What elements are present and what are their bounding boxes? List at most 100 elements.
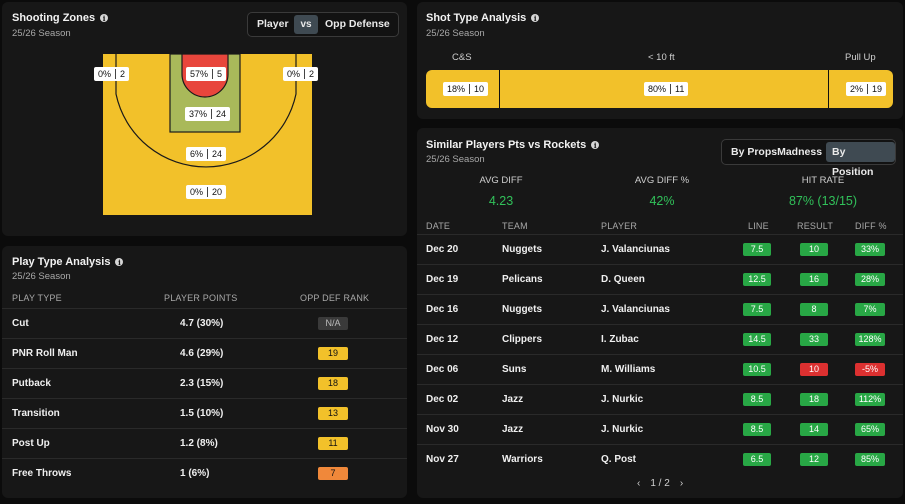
- similar-mode-tabs: By PropsMadness By Position: [721, 139, 896, 178]
- date-cell: Dec 06: [426, 364, 459, 375]
- player-cell[interactable]: J. Nurkic: [601, 394, 644, 405]
- stat-value-avg-diff-pct: 42%: [649, 194, 675, 208]
- play-type-cell: Post Up: [12, 438, 50, 449]
- play-type-title-text: Play Type Analysis: [12, 256, 111, 268]
- result-badge: 18: [800, 393, 828, 406]
- player-cell[interactable]: I. Zubac: [601, 334, 639, 345]
- chevron-right-icon[interactable]: ›: [679, 478, 684, 489]
- table-row[interactable]: Nov 27 Warriors Q. Post 6.5 12 85%: [417, 444, 903, 474]
- player-points-cell: 4.7 (30%): [180, 318, 224, 329]
- player-points-cell: 1 (6%): [180, 468, 210, 479]
- zone-att: 24: [212, 149, 223, 159]
- shooting-zones-title: Shooting Zones i: [12, 12, 109, 24]
- header-line: LINE: [748, 221, 769, 231]
- chevron-left-icon[interactable]: ‹: [637, 478, 641, 489]
- zone-label-midrange[interactable]: 6% 24: [186, 147, 227, 161]
- play-type-panel: Play Type Analysis i 25/26 Season PLAY T…: [2, 246, 407, 498]
- player-cell[interactable]: J. Nurkic: [601, 424, 644, 435]
- line-badge: 6.5: [743, 453, 771, 466]
- team-cell: Clippers: [502, 334, 543, 345]
- table-row[interactable]: Nov 30 Jazz J. Nurkic 8.5 14 65%: [417, 414, 903, 444]
- line-badge: 8.5: [743, 423, 771, 436]
- opp-def-rank-badge: 7: [318, 467, 348, 480]
- header-result: RESULT: [797, 221, 834, 231]
- team-cell: Jazz: [502, 424, 524, 435]
- zone-label-restricted[interactable]: 57% 5: [186, 67, 227, 81]
- shot-type-header-under10: < 10 ft: [648, 52, 675, 63]
- diff-badge: 85%: [855, 453, 885, 466]
- player-cell[interactable]: J. Valanciunas: [601, 304, 670, 315]
- zone-label-paint[interactable]: 37% 24: [185, 107, 231, 121]
- toggle-player-option[interactable]: Player: [257, 18, 289, 30]
- table-row[interactable]: PNR Roll Man 4.6 (29%) 19: [2, 338, 407, 368]
- stat-value-avg-diff: 4.23: [488, 194, 514, 208]
- shot-type-label-under10[interactable]: 80% 11: [644, 82, 689, 96]
- play-type-cell: Transition: [12, 408, 60, 419]
- shot-type-title: Shot Type Analysis i: [426, 12, 540, 24]
- opp-def-rank-badge: 13: [318, 407, 348, 420]
- date-cell: Nov 27: [426, 454, 459, 465]
- table-row[interactable]: Dec 12 Clippers I. Zubac 14.5 33 128%: [417, 324, 903, 354]
- info-icon[interactable]: i: [100, 14, 109, 23]
- player-points-cell: 2.3 (15%): [180, 378, 224, 389]
- header-player: PLAYER: [601, 221, 638, 231]
- table-row[interactable]: Free Throws 1 (6%) 7: [2, 458, 407, 488]
- header-opp-def-rank: OPP DEF RANK: [300, 293, 370, 303]
- result-badge: 14: [800, 423, 828, 436]
- player-cell[interactable]: Q. Post: [601, 454, 637, 465]
- team-cell: Pelicans: [502, 274, 543, 285]
- table-row[interactable]: Cut 4.7 (30%) N/A: [2, 308, 407, 338]
- toggle-opp-defense-option[interactable]: Opp Defense: [325, 18, 390, 30]
- tab-by-propsmadness[interactable]: By PropsMadness: [731, 146, 823, 158]
- zone-pct: 37%: [189, 109, 208, 119]
- shot-att: 10: [474, 84, 485, 94]
- similar-players-panel: Similar Players Pts vs Rockets i 25/26 S…: [417, 128, 903, 498]
- diff-badge: 33%: [855, 243, 885, 256]
- table-row[interactable]: Putback 2.3 (15%) 18: [2, 368, 407, 398]
- info-icon[interactable]: i: [591, 141, 600, 150]
- line-badge: 12.5: [743, 273, 771, 286]
- player-cell[interactable]: J. Valanciunas: [601, 244, 670, 255]
- toggle-vs-option[interactable]: vs: [294, 15, 318, 34]
- table-row[interactable]: Dec 06 Suns M. Williams 10.5 10 -5%: [417, 354, 903, 384]
- shot-type-label-cs[interactable]: 18% 10: [443, 82, 489, 96]
- diff-badge: 65%: [855, 423, 885, 436]
- shot-att: 19: [872, 84, 883, 94]
- diff-badge: 28%: [855, 273, 885, 286]
- header-team: TEAM: [502, 221, 528, 231]
- table-row[interactable]: Dec 16 Nuggets J. Valanciunas 7.5 8 7%: [417, 294, 903, 324]
- info-icon[interactable]: i: [115, 258, 124, 267]
- table-row[interactable]: Dec 02 Jazz J. Nurkic 8.5 18 112%: [417, 384, 903, 414]
- similar-players-title-text: Similar Players Pts vs Rockets: [426, 139, 587, 151]
- table-row[interactable]: Transition 1.5 (10%) 13: [2, 398, 407, 428]
- shot-type-label-pullup[interactable]: 2% 19: [846, 82, 887, 96]
- shooting-zones-panel: Shooting Zones i 25/26 Season Player vs …: [2, 2, 407, 236]
- diff-badge: -5%: [855, 363, 885, 376]
- play-type-cell: Free Throws: [12, 468, 72, 479]
- zone-label-above-break[interactable]: 0% 20: [186, 185, 227, 199]
- header-diff: DIFF %: [855, 221, 887, 231]
- shot-att: 11: [675, 84, 685, 94]
- table-row[interactable]: Dec 20 Nuggets J. Valanciunas 7.5 10 33%: [417, 234, 903, 264]
- zone-label-left-corner[interactable]: 0% 2: [94, 67, 130, 81]
- diff-badge: 112%: [855, 393, 885, 406]
- date-cell: Nov 30: [426, 424, 459, 435]
- shot-type-title-text: Shot Type Analysis: [426, 12, 527, 24]
- info-icon[interactable]: i: [531, 14, 540, 23]
- player-opp-toggle: Player vs Opp Defense: [247, 12, 399, 37]
- tab-by-position[interactable]: By Position: [826, 142, 895, 178]
- team-cell: Nuggets: [502, 304, 542, 315]
- page-indicator: 1 / 2: [650, 478, 670, 489]
- zone-pct: 6%: [190, 149, 204, 159]
- result-badge: 10: [800, 363, 828, 376]
- player-cell[interactable]: M. Williams: [601, 364, 656, 375]
- player-cell[interactable]: D. Queen: [601, 274, 645, 285]
- shot-type-bar: 18% 10 80% 11 2% 19: [426, 70, 893, 108]
- zone-label-right-corner[interactable]: 0% 2: [283, 67, 319, 81]
- line-badge: 7.5: [743, 243, 771, 256]
- table-row[interactable]: Dec 19 Pelicans D. Queen 12.5 16 28%: [417, 264, 903, 294]
- result-badge: 10: [800, 243, 828, 256]
- zone-att: 5: [217, 69, 223, 79]
- player-points-cell: 4.6 (29%): [180, 348, 224, 359]
- table-row[interactable]: Post Up 1.2 (8%) 11: [2, 428, 407, 458]
